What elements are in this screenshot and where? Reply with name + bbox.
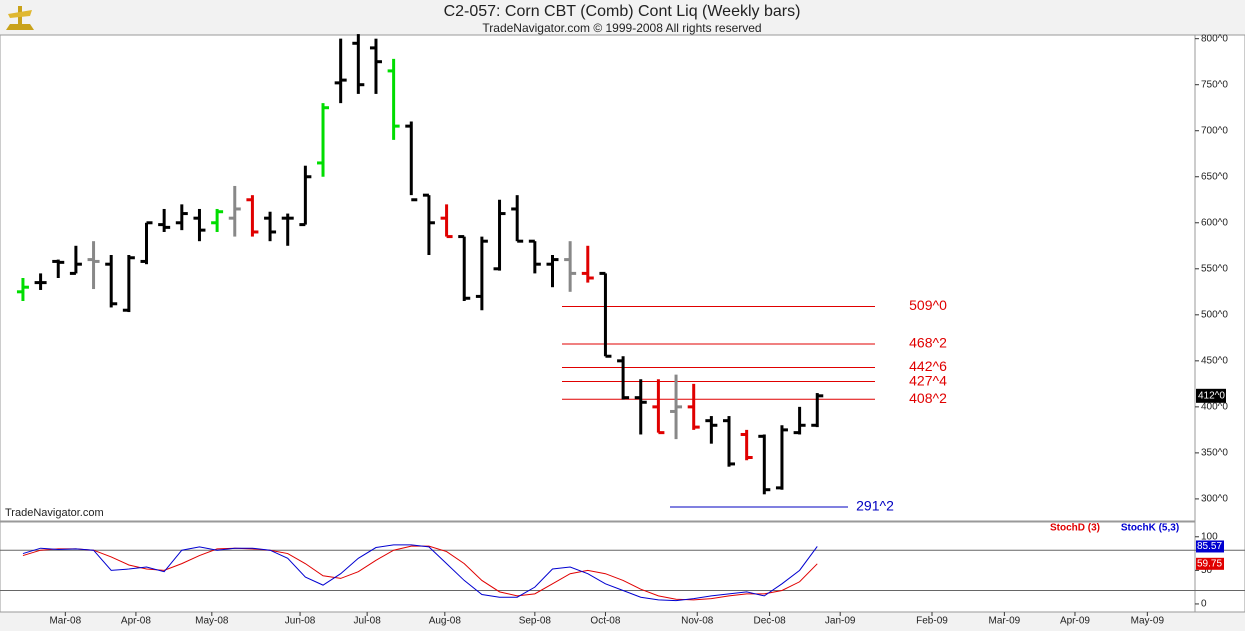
y-tick-label: 0	[1201, 599, 1207, 610]
y-tick-label: 300^0	[1201, 494, 1228, 505]
x-tick-label: Jan-09	[825, 616, 856, 627]
legend-entry: StochK (5,3)	[1121, 523, 1179, 534]
x-tick-label: Mar-09	[989, 616, 1021, 627]
level-label: 408^2	[909, 390, 947, 406]
price-panel	[0, 34, 1196, 522]
last-value-box	[1196, 540, 1224, 553]
watermark: TradeNavigator.com	[5, 507, 104, 519]
x-tick-label: Dec-08	[753, 616, 786, 627]
x-tick-label: Feb-09	[916, 616, 948, 627]
y-tick-label: 100	[1201, 531, 1218, 542]
x-tick-label: May-09	[1131, 616, 1165, 627]
level-label: 442^6	[909, 358, 947, 374]
x-tick-label: Jun-08	[285, 616, 316, 627]
y-tick-label: 750^0	[1201, 79, 1228, 90]
legend-entry: StochD (3)	[1050, 523, 1100, 534]
x-tick-label: Sep-08	[519, 616, 552, 627]
y-tick-label: 600^0	[1201, 217, 1228, 228]
y-tick-label: 650^0	[1201, 171, 1228, 182]
level-label: 509^0	[909, 297, 947, 313]
last-value-label: 85.57	[1197, 541, 1222, 552]
level-label: 291^2	[856, 498, 894, 514]
axis-panel	[1194, 34, 1245, 613]
last-value-label: 59.75	[1197, 558, 1222, 569]
logo	[6, 6, 34, 30]
y-tick-label: 400^0	[1201, 402, 1228, 413]
x-tick-label: Oct-08	[590, 616, 620, 627]
x-tick-label: Nov-08	[681, 616, 714, 627]
chart-title: C2-057: Corn CBT (Comb) Cont Liq (Weekly…	[444, 3, 801, 20]
chart-subtitle: TradeNavigator.com © 1999-2008 All right…	[482, 21, 761, 35]
stoch-line	[22, 544, 818, 602]
x-tick-label: May-08	[195, 616, 229, 627]
y-tick-label: 800^0	[1201, 33, 1228, 44]
y-tick-label: 500^0	[1201, 309, 1228, 320]
level-label: 468^2	[909, 335, 947, 351]
x-tick-label: Mar-08	[49, 616, 81, 627]
x-tick-label: Apr-09	[1060, 616, 1090, 627]
last-price-label: 412^0	[1198, 390, 1225, 401]
last-price-box	[1196, 388, 1226, 403]
y-tick-label: 550^0	[1201, 263, 1228, 274]
level-label: 427^4	[909, 372, 947, 388]
stoch-panel	[0, 521, 1196, 613]
x-tick-label: Aug-08	[429, 616, 462, 627]
x-tick-label: Jul-08	[354, 616, 382, 627]
last-value-box	[1196, 557, 1224, 570]
x-tick-label: Apr-08	[121, 616, 151, 627]
y-tick-label: 450^0	[1201, 355, 1228, 366]
y-tick-label: 700^0	[1201, 125, 1228, 136]
y-tick-label: 350^0	[1201, 448, 1228, 459]
y-tick-label: 50	[1201, 565, 1213, 576]
